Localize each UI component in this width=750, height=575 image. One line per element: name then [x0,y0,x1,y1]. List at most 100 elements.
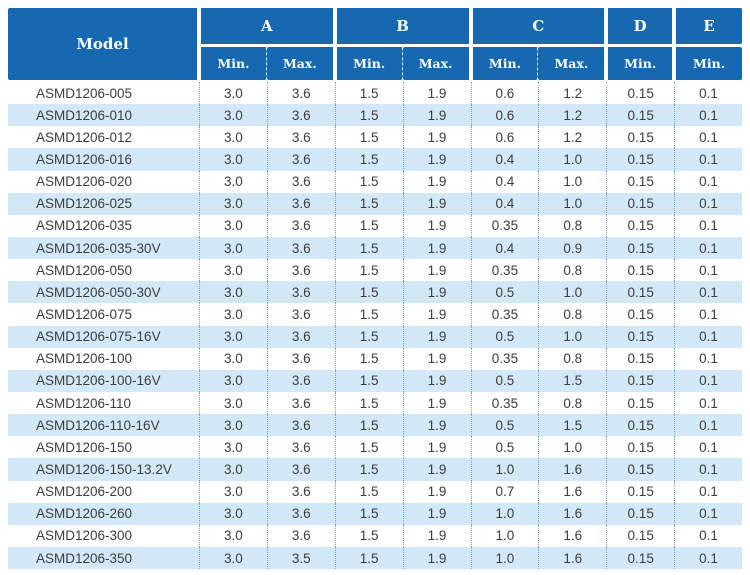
value-cell: 0.1 [674,546,742,570]
value-cell: 3.6 [266,391,335,415]
value-cell: 3.0 [199,303,267,326]
value-cell: 1.9 [402,126,471,149]
value-cell: 1.9 [402,236,471,260]
value-cell: 1.5 [334,480,403,503]
table-row: ASMD1206-110 3.0 3.6 1.5 1.9 0.35 0.8 0.15 0.1 [8,391,742,415]
value-cell: 1.0 [470,502,539,525]
value-cell: 0.15 [606,480,674,503]
header-a-min: Min. [199,47,267,80]
value-cell: 1.2 [538,82,606,105]
header-c-min: Min. [470,47,539,80]
value-cell: 1.5 [334,104,403,127]
value-cell: 3.6 [266,458,335,481]
value-cell: 0.15 [606,391,674,415]
value-cell: 1.5 [334,414,403,437]
value-cell: 0.4 [470,236,539,260]
value-cell: 0.1 [674,104,742,127]
value-cell: 0.1 [674,281,742,304]
model-cell: ASMD1206-100-16V [36,373,161,389]
value-cell: 1.9 [402,214,471,237]
value-cell: 0.5 [470,436,539,459]
value-cell: 0.5 [470,325,539,348]
value-cell: 1.0 [538,170,606,193]
value-cell: 3.6 [266,414,335,437]
value-cell: 0.1 [674,126,742,149]
model-cell: ASMD1206-260 [36,506,133,522]
value-cell: 3.0 [199,148,267,171]
value-cell: 3.6 [266,82,335,105]
header-group-c: C [470,8,607,44]
value-cell: 3.6 [266,236,335,260]
value-cell: 3.0 [199,281,267,304]
value-cell: 1.2 [538,126,606,149]
value-cell: 3.0 [199,436,267,459]
value-cell: 0.15 [606,148,674,171]
table-row: ASMD1206-035-30V 3.0 3.6 1.5 1.9 0.4 0.9 0.15 0… [8,236,742,260]
value-cell: 0.1 [674,458,742,481]
value-cell: 0.1 [674,369,742,392]
model-cell: ASMD1206-016 [36,151,133,167]
value-cell: 0.1 [674,170,742,193]
value-cell: 0.4 [470,170,539,193]
value-cell: 3.6 [266,192,335,215]
value-cell: 0.15 [606,303,674,326]
value-cell: 1.5 [538,414,606,437]
value-cell: 0.1 [674,502,742,525]
value-cell: 3.6 [266,104,335,127]
value-cell: 0.6 [470,126,539,149]
table-row: ASMD1206-110-16V 3.0 3.6 1.5 1.9 0.5 1.5 0.15 0… [8,414,742,437]
value-cell: 0.5 [470,281,539,304]
table-row: ASMD1206-025 3.0 3.6 1.5 1.9 0.4 1.0 0.15 0.1 [8,192,742,215]
value-cell: 0.1 [674,259,742,282]
model-cell: ASMD1206-075 [36,306,133,322]
value-cell: 1.9 [402,104,471,127]
value-cell: 3.0 [199,236,267,260]
value-cell: 3.0 [199,502,267,525]
value-cell: 0.15 [606,524,674,547]
table-row: ASMD1206-075-16V 3.0 3.6 1.5 1.9 0.5 1.0 0.15 0… [8,325,742,348]
value-cell: 1.9 [402,546,471,570]
value-cell: 1.5 [334,170,403,193]
header-group-e: E [674,8,742,44]
value-cell: 0.35 [470,214,539,237]
value-cell: 1.0 [470,524,539,547]
value-cell: 0.6 [470,104,539,127]
value-cell: 1.9 [402,281,471,304]
model-cell: ASMD1206-010 [36,107,133,123]
value-cell: 3.0 [199,369,267,392]
value-cell: 3.0 [199,546,267,570]
value-cell: 3.6 [266,480,335,503]
value-cell: 0.15 [606,458,674,481]
value-cell: 1.0 [538,436,606,459]
value-cell: 0.4 [470,148,539,171]
value-cell: 1.0 [470,546,539,570]
value-cell: 0.1 [674,480,742,503]
value-cell: 0.1 [674,192,742,215]
table-row: ASMD1206-050 3.0 3.6 1.5 1.9 0.35 0.8 0.15 0.1 [8,259,742,282]
table-header: Model A B C D E Min. Max. Min. Max. Min.… [8,8,742,80]
value-cell: 1.5 [334,325,403,348]
value-cell: 1.5 [334,259,403,282]
model-cell: ASMD1206-020 [36,174,133,190]
model-cell: ASMD1206-110-16V [36,417,160,433]
value-cell: 0.15 [606,214,674,237]
value-cell: 0.15 [606,82,674,105]
value-cell: 0.1 [674,303,742,326]
value-cell: 3.0 [199,480,267,503]
header-a-max: Max. [266,47,335,80]
value-cell: 0.4 [470,192,539,215]
value-cell: 1.5 [334,458,403,481]
value-cell: 1.5 [334,546,403,570]
value-cell: 0.15 [606,170,674,193]
value-cell: 3.6 [266,436,335,459]
value-cell: 3.6 [266,325,335,348]
table-row: ASMD1206-010 3.0 3.6 1.5 1.9 0.6 1.2 0.15 0.1 [8,104,742,127]
value-cell: 1.5 [334,391,403,415]
value-cell: 3.6 [266,170,335,193]
value-cell: 1.0 [538,281,606,304]
table-row: ASMD1206-035 3.0 3.6 1.5 1.9 0.35 0.8 0.15 0.1 [8,214,742,237]
value-cell: 3.6 [266,148,335,171]
value-cell: 1.9 [402,458,471,481]
value-cell: 3.6 [266,502,335,525]
value-cell: 3.0 [199,214,267,237]
